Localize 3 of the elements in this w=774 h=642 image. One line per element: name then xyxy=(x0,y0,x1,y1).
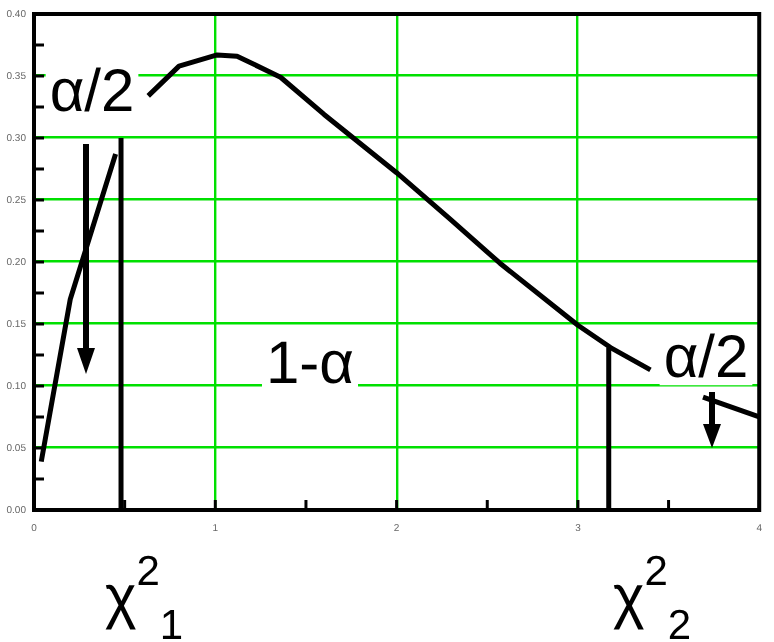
annotation: α/2 xyxy=(663,324,749,391)
annotation: 1-α xyxy=(265,330,355,397)
annotation: α/2 xyxy=(49,58,135,125)
